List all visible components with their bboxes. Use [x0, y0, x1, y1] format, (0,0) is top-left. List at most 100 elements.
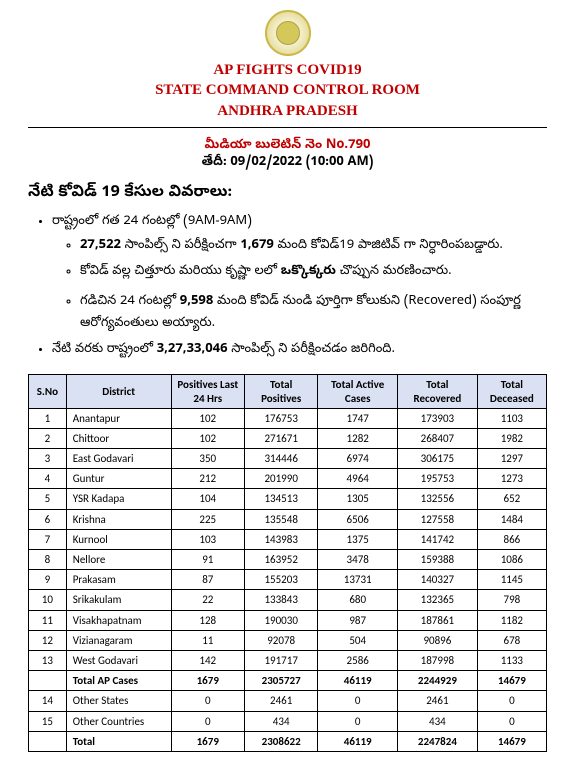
document-header: AP FIGHTS COVID19 STATE COMMAND CONTROL … [28, 60, 547, 121]
cell: 14679 [477, 731, 546, 751]
cell: 314446 [244, 449, 317, 469]
cell: 190030 [244, 610, 317, 630]
cell: 350 [171, 449, 244, 469]
cell: 0 [171, 691, 244, 711]
table-row: 7Kurnool1031439831375141742866 [29, 529, 547, 549]
cell: 13731 [318, 570, 398, 590]
cell: 268407 [398, 428, 478, 448]
table-row: 15Other Countries043404340 [29, 711, 547, 731]
samples-tested: 27,522 [80, 238, 121, 255]
cell: 134513 [244, 489, 317, 509]
cell: 155203 [244, 570, 317, 590]
bullet2-text-a: నేటి వరకు రాష్ట్రంలో [52, 342, 157, 359]
col-totalpos: Total Positives [244, 375, 317, 408]
cell: 12 [29, 630, 67, 650]
cell: 1982 [477, 428, 546, 448]
cell-district: Srikakulam [66, 590, 171, 610]
cell: 1086 [477, 550, 546, 570]
header-row: S.No District Positives Last 24 Hrs Tota… [29, 375, 547, 408]
cell: 1273 [477, 469, 546, 489]
section-title: నేటి కోవిడ్ 19 కేసుల వివరాలు: [28, 182, 547, 204]
cell: 103 [171, 529, 244, 549]
sub-list-1: 27,522 సాంపిల్స్ ని పరీక్షించగా 1,679 మం… [52, 236, 547, 284]
table-row: 1Anantapur10217675317471739031103 [29, 408, 547, 428]
cell: 225 [171, 509, 244, 529]
cell: 132365 [398, 590, 478, 610]
cell-district: Nellore [66, 550, 171, 570]
cell-district: Krishna [66, 509, 171, 529]
cell: 143983 [244, 529, 317, 549]
table-header: S.No District Positives Last 24 Hrs Tota… [29, 375, 547, 408]
cell: 102 [171, 428, 244, 448]
cell: 1484 [477, 509, 546, 529]
cell: 11 [171, 630, 244, 650]
cell: 90896 [398, 630, 478, 650]
cell: 1103 [477, 408, 546, 428]
col-district: District [66, 375, 171, 408]
bullet2-text-c: సాంపిల్స్ ని పరీక్షించడం జరిగింది. [228, 342, 395, 359]
cell: 2461 [244, 691, 317, 711]
sub3-text-a: గడిచిన 24 గంటల్లో [80, 294, 180, 311]
cell-district: West Godavari [66, 650, 171, 670]
cell [29, 671, 67, 691]
cell: 2 [29, 428, 67, 448]
sub2-text-c: చొప్పున మరణించారు. [336, 264, 452, 281]
cell: 91 [171, 550, 244, 570]
cell: 13 [29, 650, 67, 670]
table-row: 14Other States02461024610 [29, 691, 547, 711]
header-line-2: STATE COMMAND CONTROL ROOM [28, 80, 547, 100]
cell: 3 [29, 449, 67, 469]
table-row: 4Guntur21220199049641957531273 [29, 469, 547, 489]
bullet-list: రాష్ట్రంలో గత 24 గంటల్లో (9AM-9AM) 27,52… [28, 212, 547, 363]
header-line-3: ANDHRA PRADESH [28, 101, 547, 121]
cell: 1375 [318, 529, 398, 549]
table-row: 3East Godavari35031444669743061751297 [29, 449, 547, 469]
deaths-word: ఒక్కొక్కరు [281, 264, 336, 281]
cell: 798 [477, 590, 546, 610]
cell: 135548 [244, 509, 317, 529]
cell: 187861 [398, 610, 478, 630]
cell: 159388 [398, 550, 478, 570]
cell: 7 [29, 529, 67, 549]
cell: 1 [29, 408, 67, 428]
bullet-1-text: రాష్ట్రంలో గత 24 గంటల్లో (9AM-9AM) [52, 214, 252, 231]
cell: 141742 [398, 529, 478, 549]
table-row: Total AP Cases16792305727461192244929146… [29, 671, 547, 691]
sub2-text-a: కోవిడ్ వల్ల చిత్తూరు మరియు కృష్ణా లలో [80, 264, 281, 281]
table-row: 12Vizianagaram119207850490896678 [29, 630, 547, 650]
cell: 92078 [244, 630, 317, 650]
bulletin-number: మీడియా బులెటిన్ నెం No.790 [28, 138, 547, 155]
cell: 191717 [244, 650, 317, 670]
cell: 1747 [318, 408, 398, 428]
cell: 201990 [244, 469, 317, 489]
cell: 46119 [318, 731, 398, 751]
ap-govt-logo [265, 10, 311, 56]
cell: 127558 [398, 509, 478, 529]
col-pos24: Positives Last 24 Hrs [171, 375, 244, 408]
bullet-2: నేటి వరకు రాష్ట్రంలో 3,27,33,046 సాంపిల్… [52, 340, 547, 362]
cell: 0 [477, 711, 546, 731]
cell: 3478 [318, 550, 398, 570]
bulletin-date: తేదీ: 09/02/2022 (10:00 AM) [28, 155, 547, 172]
cell-district: Guntur [66, 469, 171, 489]
sub-list-2: గడిచిన 24 గంటల్లో 9,598 మంది కోవిడ్ నుండ… [52, 292, 547, 336]
total-samples: 3,27,33,046 [157, 342, 228, 359]
cell-district: Total AP Cases [66, 671, 171, 691]
cell: 1679 [171, 731, 244, 751]
cell: 8 [29, 550, 67, 570]
positive-count: 1,679 [240, 238, 274, 255]
table-row: 6Krishna22513554865061275581484 [29, 509, 547, 529]
cell: 140327 [398, 570, 478, 590]
cell: 4 [29, 469, 67, 489]
cell: 1182 [477, 610, 546, 630]
cell: 1297 [477, 449, 546, 469]
document-page: AP FIGHTS COVID19 STATE COMMAND CONTROL … [0, 0, 575, 772]
cell: 9 [29, 570, 67, 590]
cell: 1305 [318, 489, 398, 509]
cell-district: Anantapur [66, 408, 171, 428]
cell-district: YSR Kadapa [66, 489, 171, 509]
cell: 173903 [398, 408, 478, 428]
cell: 10 [29, 590, 67, 610]
cell: 2244929 [398, 671, 478, 691]
cell: 2308622 [244, 731, 317, 751]
